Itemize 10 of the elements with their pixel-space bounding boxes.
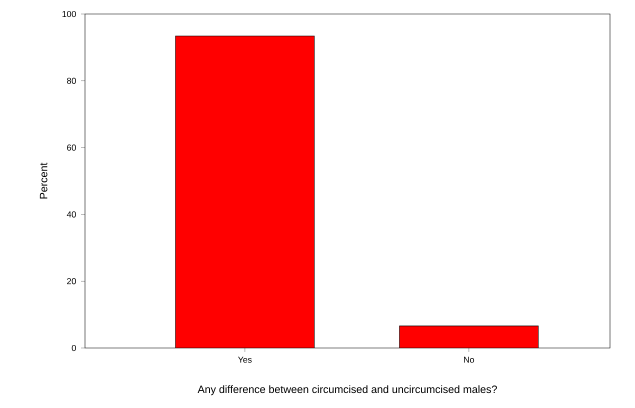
y-tick-label: 40 [66, 211, 76, 218]
y-tick-label: 100 [62, 10, 76, 18]
x-tick-label: Yes [238, 356, 252, 363]
y-axis-title: Percent [40, 162, 48, 199]
y-tick-label: 20 [67, 278, 76, 284]
y-tick-label: 0 [72, 344, 76, 352]
x-tick-label: No [464, 356, 474, 363]
x-axis-title: Any difference between circumcised and uncircumcised males? [198, 385, 497, 396]
y-tick-label: 80 [67, 78, 76, 84]
y-tick-label: 60 [67, 144, 76, 151]
